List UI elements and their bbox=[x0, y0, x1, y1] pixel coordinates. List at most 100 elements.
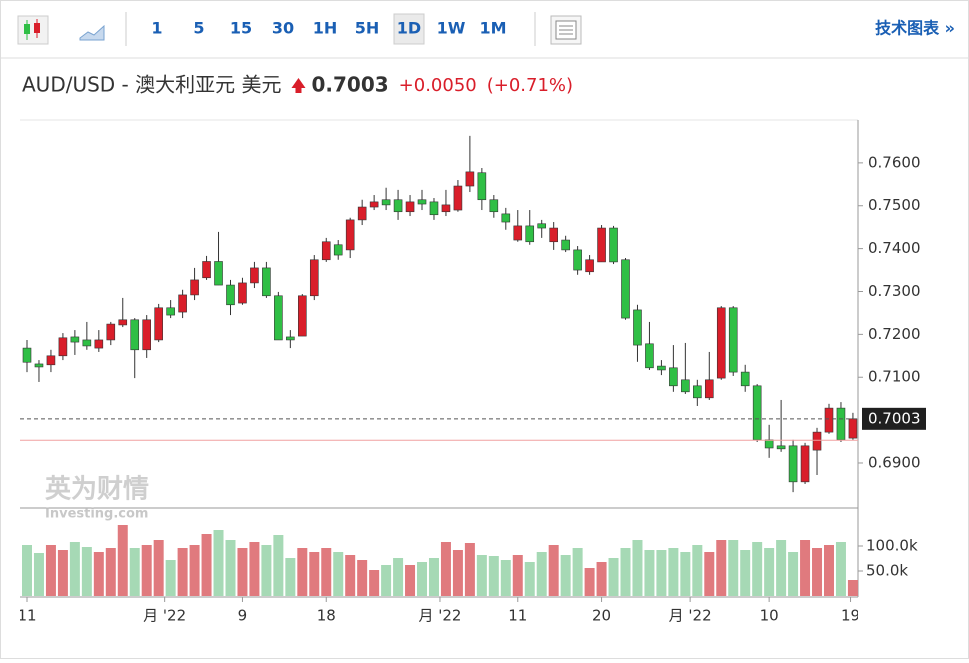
candle-body bbox=[118, 319, 128, 326]
up-arrow bbox=[291, 78, 306, 93]
candle-body bbox=[716, 307, 726, 379]
candle-body bbox=[633, 309, 642, 346]
volume-bar bbox=[249, 542, 260, 596]
candle-body bbox=[728, 307, 738, 373]
candle-body bbox=[704, 379, 714, 399]
interval-button[interactable]: 5H bbox=[355, 19, 380, 38]
candle-body bbox=[262, 267, 271, 297]
candle-body bbox=[46, 355, 56, 366]
volume-bar bbox=[381, 565, 392, 596]
interval-button[interactable]: 1 bbox=[151, 19, 162, 38]
candle-body bbox=[274, 295, 283, 341]
candle-body bbox=[214, 261, 223, 286]
volume-bar bbox=[189, 545, 200, 596]
volume-bar bbox=[33, 553, 44, 596]
interval-button[interactable]: 15 bbox=[230, 19, 252, 38]
candle-body bbox=[381, 199, 391, 206]
candle-body bbox=[238, 282, 247, 304]
candle-icon[interactable] bbox=[17, 15, 49, 45]
candle-body bbox=[573, 249, 582, 271]
candle-body bbox=[286, 336, 295, 341]
volume-bar bbox=[117, 525, 128, 596]
y-tick-label: 0.7100 bbox=[868, 368, 921, 386]
candle-body bbox=[764, 439, 774, 449]
x-tick-label: 11 bbox=[508, 607, 527, 625]
volume-bar bbox=[417, 562, 428, 596]
interval-button[interactable]: 1M bbox=[479, 19, 506, 38]
watermark-brand: 英为财情 bbox=[45, 475, 149, 505]
interval-button[interactable]: 1H bbox=[313, 19, 338, 38]
y-tick-label: 0.7400 bbox=[868, 239, 921, 257]
volume-bar bbox=[644, 550, 655, 596]
volume-bar bbox=[285, 558, 296, 596]
volume-bar bbox=[788, 552, 799, 596]
x-tick-label: 10 bbox=[760, 607, 779, 625]
candle-body bbox=[202, 261, 211, 279]
volume-bar bbox=[692, 545, 703, 596]
interval-button[interactable]: 1W bbox=[437, 19, 466, 38]
volume-bar bbox=[321, 548, 332, 596]
volume-bar bbox=[428, 558, 439, 596]
interval-button[interactable]: 5 bbox=[193, 19, 204, 38]
candle-body bbox=[669, 367, 678, 387]
line-icon[interactable] bbox=[79, 24, 105, 41]
candle-body bbox=[58, 337, 68, 357]
candle-body bbox=[250, 267, 259, 284]
candle-body bbox=[465, 171, 475, 187]
volume-bar bbox=[764, 548, 775, 596]
candle-body bbox=[94, 339, 104, 349]
candle-body bbox=[453, 185, 463, 211]
interval-button[interactable]: 1D bbox=[397, 19, 421, 38]
candle-body bbox=[405, 201, 415, 213]
candle-body bbox=[106, 323, 116, 341]
watermark-site: Investing.com bbox=[45, 507, 148, 522]
volume-bar bbox=[273, 535, 284, 596]
x-tick-label: 18 bbox=[317, 607, 336, 625]
x-tick-label: 20 bbox=[592, 607, 611, 625]
volume-bar bbox=[656, 550, 667, 596]
volume-bar bbox=[440, 542, 451, 596]
volume-bar bbox=[201, 534, 212, 596]
volume-bar bbox=[309, 552, 320, 596]
volume-bar bbox=[812, 548, 823, 596]
candle-body bbox=[501, 213, 511, 223]
volume-bar bbox=[393, 558, 404, 596]
volume-bar bbox=[512, 555, 523, 596]
candle-body bbox=[621, 259, 630, 319]
volume-bar bbox=[572, 548, 583, 596]
volume-bar bbox=[704, 552, 715, 596]
volume-bar bbox=[752, 542, 763, 596]
volume-bar bbox=[596, 562, 607, 596]
interval-button[interactable]: 30 bbox=[272, 19, 294, 38]
volume-bar bbox=[488, 556, 499, 596]
candle-body bbox=[597, 227, 606, 263]
volume-bar bbox=[632, 540, 643, 596]
table-icon[interactable] bbox=[550, 15, 582, 45]
volume-bar bbox=[584, 568, 595, 596]
volume-bar bbox=[500, 560, 511, 596]
last-price-label: 0.7003 bbox=[868, 409, 921, 427]
volume-bar bbox=[405, 565, 416, 596]
technical-chart-link[interactable]: 技术图表 » bbox=[875, 19, 955, 38]
candle-body bbox=[645, 343, 654, 369]
candle-body bbox=[776, 445, 786, 450]
volume-bar bbox=[536, 552, 547, 596]
candle-body bbox=[34, 363, 44, 368]
candle-body bbox=[166, 307, 175, 316]
candle-body bbox=[345, 219, 355, 251]
volume-bar bbox=[57, 550, 68, 596]
candle-body bbox=[298, 295, 307, 337]
volume-bar bbox=[740, 550, 751, 596]
volume-bar bbox=[165, 560, 176, 596]
candle-body bbox=[681, 379, 690, 393]
volume-tick-label: 100.0k bbox=[866, 537, 918, 555]
candle-body bbox=[788, 445, 798, 483]
volume-bar bbox=[177, 548, 188, 596]
volume-bar bbox=[452, 550, 463, 596]
volume-bar bbox=[835, 542, 846, 596]
volume-bar bbox=[369, 570, 380, 596]
volume-bar bbox=[608, 558, 619, 596]
candle-body bbox=[657, 365, 666, 371]
candle-body bbox=[309, 259, 319, 297]
